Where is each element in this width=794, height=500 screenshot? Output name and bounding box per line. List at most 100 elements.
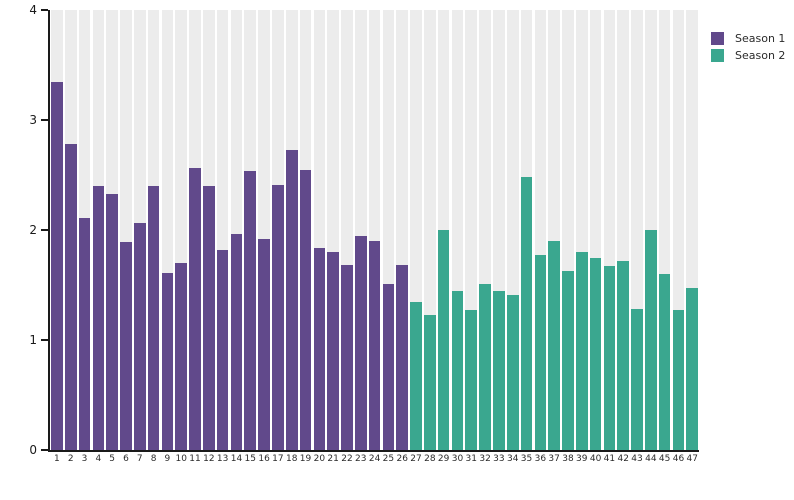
- category-background-band: [161, 10, 174, 450]
- bar-slot: 26: [395, 10, 409, 464]
- bar-season1: [133, 223, 146, 450]
- category-background-band: [175, 10, 188, 450]
- legend-item-season2: Season 2: [711, 49, 785, 62]
- bar-slot: 11: [188, 10, 202, 464]
- x-tick-label: 46: [672, 454, 685, 464]
- bar-season1: [120, 242, 132, 450]
- x-tick-label: 19: [299, 454, 312, 464]
- y-tick-label: 2: [29, 223, 37, 237]
- x-tick-label: 23: [355, 454, 367, 464]
- bar-slot: 10: [174, 10, 188, 464]
- season2-swatch-icon: [711, 49, 724, 62]
- x-tick-label: 31: [465, 454, 478, 464]
- bar-season2: [575, 252, 588, 450]
- bar-slot: 18: [285, 10, 299, 464]
- category-background-band: [589, 10, 602, 450]
- y-tick-label: 1: [29, 333, 37, 347]
- category-background-band: [506, 10, 519, 450]
- category-background-band: [354, 10, 367, 450]
- x-tick-label: 25: [382, 454, 395, 464]
- category-background-band: [548, 10, 560, 450]
- category-background-band: [230, 10, 243, 450]
- category-background-band: [341, 10, 353, 450]
- x-tick-label: 18: [285, 454, 298, 464]
- bar-slot: 12: [202, 10, 216, 464]
- y-tick-mark: [41, 339, 48, 341]
- bar-slot: 33: [492, 10, 506, 464]
- bar-slot: 32: [478, 10, 492, 464]
- category-background-band: [382, 10, 395, 450]
- x-tick-label: 20: [313, 454, 326, 464]
- category-background-band: [410, 10, 422, 450]
- category-background-band: [424, 10, 436, 450]
- bar-season1: [175, 263, 188, 450]
- bar-season1: [230, 234, 243, 450]
- bar-slot: 17: [271, 10, 285, 464]
- category-background-band: [562, 10, 574, 450]
- bar-season1: [92, 186, 105, 450]
- x-tick-label: 5: [109, 454, 116, 464]
- bar-slot: 38: [561, 10, 575, 464]
- bar-season2: [437, 230, 450, 450]
- bar-slot: 5: [105, 10, 119, 464]
- category-background-band: [368, 10, 381, 450]
- bar-season1: [203, 186, 215, 450]
- bar-season1: [341, 265, 353, 450]
- bar-season2: [465, 310, 478, 450]
- bar-season1: [78, 217, 91, 450]
- x-tick-label: 4: [95, 454, 102, 464]
- bar-slot: 29: [437, 10, 451, 464]
- bar-season2: [493, 290, 505, 450]
- bar-slot: 30: [451, 10, 465, 464]
- bar-season1: [189, 168, 201, 450]
- legend-label-season1: Season 1: [735, 32, 786, 45]
- bar-slot: 23: [354, 10, 368, 464]
- bar-season2: [424, 314, 436, 450]
- x-tick-label: 33: [493, 454, 505, 464]
- x-tick-label: 7: [136, 454, 143, 464]
- bar-season2: [603, 266, 616, 450]
- bar-slot: 24: [368, 10, 382, 464]
- bar-slot: 20: [312, 10, 326, 464]
- category-background-band: [534, 10, 547, 450]
- x-tick-label: 11: [189, 454, 201, 464]
- bar-slot: 39: [575, 10, 589, 464]
- bar-slot: 7: [133, 10, 147, 464]
- y-tick-label: 3: [29, 113, 37, 127]
- bar-season2: [645, 230, 657, 450]
- x-tick-label: 29: [437, 454, 450, 464]
- bar-slot: 41: [603, 10, 617, 464]
- x-tick-label: 21: [327, 454, 339, 464]
- x-tick-label: 16: [258, 454, 270, 464]
- bar-slot: 21: [326, 10, 340, 464]
- bar-slot: 40: [589, 10, 603, 464]
- bar-season2: [506, 294, 519, 450]
- bar-season1: [272, 184, 284, 450]
- bar-season1: [161, 272, 174, 450]
- bar-season1: [216, 249, 229, 450]
- x-tick-label: 6: [123, 454, 129, 464]
- bar-slot: 19: [299, 10, 313, 464]
- x-tick-label: 15: [244, 454, 257, 464]
- x-tick-label: 39: [576, 454, 588, 464]
- y-tick-mark: [41, 9, 48, 11]
- category-background-band: [631, 10, 643, 450]
- bar-slot: 8: [147, 10, 161, 464]
- bar-slot: 28: [423, 10, 437, 464]
- y-tick-mark: [41, 119, 48, 121]
- bar-slot: 2: [64, 10, 78, 464]
- bar-season1: [244, 170, 257, 450]
- bar-season2: [534, 255, 547, 450]
- category-background-band: [258, 10, 270, 450]
- bar-season1: [382, 283, 395, 450]
- x-tick-label: 36: [534, 454, 547, 464]
- bar-slot: 3: [78, 10, 92, 464]
- category-background-band: [465, 10, 478, 450]
- x-tick-label: 13: [216, 454, 229, 464]
- bar-slot: 31: [464, 10, 478, 464]
- bar-season2: [658, 274, 671, 450]
- x-tick-label: 24: [368, 454, 381, 464]
- y-tick-mark: [41, 449, 48, 451]
